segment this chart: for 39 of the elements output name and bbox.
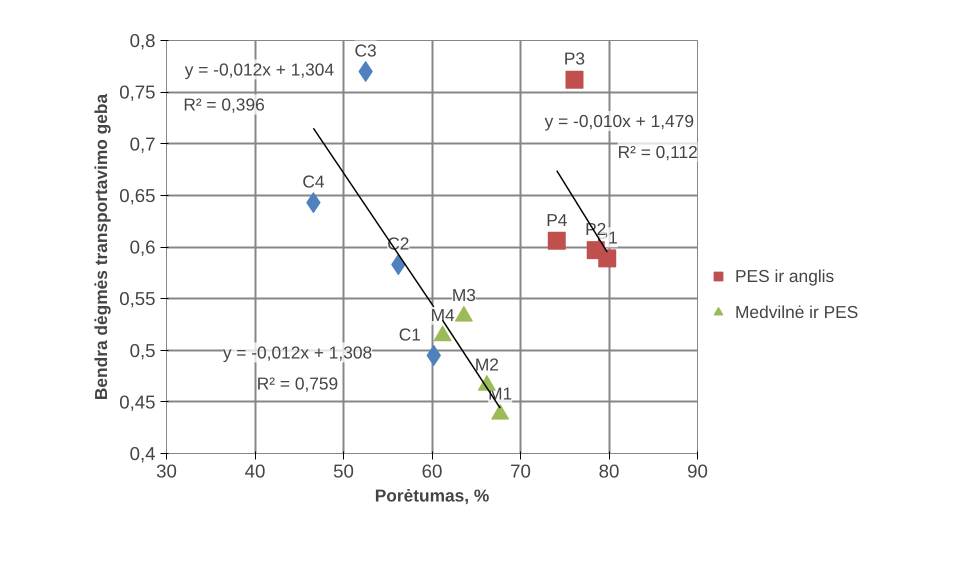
point — [491, 404, 510, 420]
annotation: C3 — [354, 40, 377, 60]
annotation: R² = 0,759 — [256, 373, 338, 394]
annotation: P4 — [546, 210, 568, 230]
annotation: M4 — [430, 304, 456, 325]
x-axis-title: Porėtumas, % — [374, 486, 490, 506]
annotation: M2 — [474, 354, 499, 374]
x-tick-label: 60 — [422, 460, 442, 482]
x-tick-label: 50 — [333, 460, 354, 482]
annotation: R² = 0,112 — [618, 142, 698, 162]
point — [565, 70, 584, 89]
annotation: C1 — [398, 324, 421, 344]
x-tick-label: 80 — [598, 460, 620, 482]
annotation: y = -0,010x + 1,479 — [544, 111, 694, 132]
point — [434, 325, 452, 342]
y-tick-label: 0,55 — [119, 288, 156, 310]
annotation: M3 — [452, 285, 476, 306]
annotation: P3 — [564, 48, 586, 69]
y-tick-label: 0,7 — [130, 133, 156, 154]
y-tick-label: 0,5 — [130, 340, 156, 361]
x-tick-label: 70 — [510, 460, 531, 482]
legend-label: PES ir anglis — [735, 266, 834, 286]
y-tick-label: 0,45 — [119, 391, 156, 412]
y-tick-label: 0,65 — [119, 184, 156, 206]
point — [454, 306, 473, 322]
y-tick-label: 0,4 — [130, 443, 156, 464]
x-tick-label: 90 — [687, 460, 708, 482]
annotation: y = -0,012x + 1,308 — [222, 342, 372, 362]
legend-label: Medvilnė ir PES — [735, 302, 858, 322]
annotation: R² = 0,396 — [183, 94, 265, 115]
y-tick-label: 0,6 — [130, 236, 156, 258]
y-axis-title: Bendra dėgmės transportavimo geba — [91, 94, 112, 400]
y-tick-label: 0,75 — [119, 82, 156, 103]
point — [548, 232, 566, 250]
y-tick-label: 0,8 — [130, 30, 156, 51]
x-tick-label: 40 — [244, 460, 266, 482]
annotation: y = -0,012x + 1,304 — [184, 59, 334, 80]
x-tick-label: 30 — [156, 460, 177, 482]
annotation: C4 — [302, 172, 325, 192]
